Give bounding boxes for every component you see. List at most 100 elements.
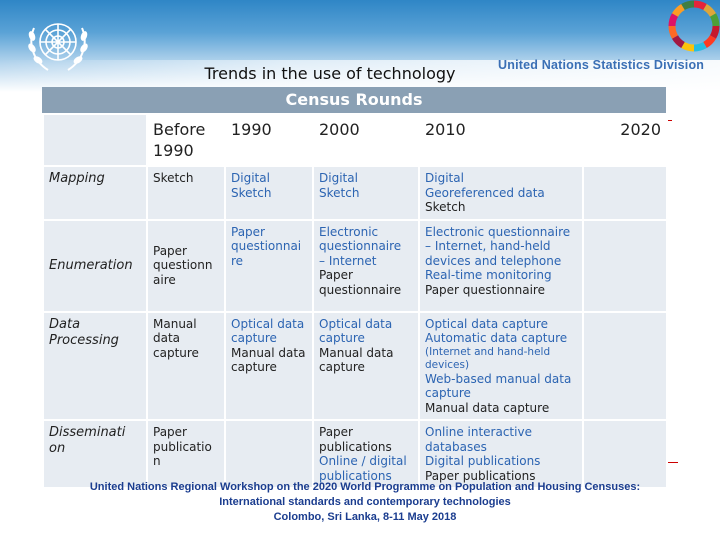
cell-line: Paper xyxy=(231,224,265,239)
table-cell xyxy=(582,310,668,421)
cell-line: Georeferenced data xyxy=(425,185,545,200)
cell-line: questionn xyxy=(153,258,213,273)
cell-line: capture xyxy=(319,360,365,374)
cell-line: n xyxy=(153,454,161,468)
table-cell: Sketch xyxy=(146,165,226,221)
cell-line: capture xyxy=(231,360,277,374)
cell-line: Manual data capture xyxy=(425,400,550,415)
cell-line: capture xyxy=(425,386,471,400)
un-emblem-icon xyxy=(28,23,88,71)
table-cell: Paper publications Online / digital publica… xyxy=(312,419,420,489)
cell-line: databases xyxy=(425,439,487,454)
column-header: 2010 xyxy=(418,113,584,167)
cell-line: Paper xyxy=(153,243,187,258)
cell-line: capture xyxy=(231,331,277,345)
table-cell: Optical data capture Manual data capture xyxy=(224,310,314,421)
census-rounds-bar: Census Rounds xyxy=(42,87,666,113)
cell-line: devices and telephone xyxy=(425,253,562,268)
cell-line: Online interactive xyxy=(425,425,532,439)
cell-line: – Internet, hand-held xyxy=(425,239,551,253)
row-label: Data Processing xyxy=(42,310,148,421)
cell-line: Paper xyxy=(153,425,187,439)
column-header xyxy=(42,113,148,167)
row-label: Mapping xyxy=(42,165,148,221)
cell-line: Optical data capture xyxy=(425,316,548,331)
cell-line: questionnaire xyxy=(319,239,402,253)
footer-line-2: International standards and contemporary… xyxy=(219,496,511,508)
cell-line: Digital xyxy=(319,171,358,185)
cell-line: Manual xyxy=(153,316,197,331)
decor-red-tick xyxy=(666,462,678,463)
cell-line: Digital xyxy=(231,171,270,185)
page-title: Trends in the use of technology xyxy=(204,64,456,83)
cell-line: questionnai xyxy=(231,239,302,253)
cell-line: Paper questionnaire xyxy=(425,282,545,297)
cell-line: Paper xyxy=(319,268,353,282)
cell-line: Digital publications xyxy=(425,454,541,468)
cell-line: Optical data xyxy=(231,316,305,331)
row-label: Disseminati on xyxy=(42,419,148,489)
column-header: 1990 xyxy=(224,113,314,167)
table-row: Data Processing Manual data capture Optical … xyxy=(42,310,668,421)
table-cell: Optical data capture Manual data capture xyxy=(312,310,420,421)
column-header: 2020 xyxy=(582,113,668,167)
cell-line: Paper publications xyxy=(425,468,536,483)
table-cell: Optical data capture Automatic data captu… xyxy=(418,310,584,421)
cell-line: (Internet and hand-held xyxy=(425,345,551,358)
footer-line-1: United Nations Regional Workshop on the … xyxy=(89,481,641,493)
table-cell: Electronic questionnaire – Internet Paper qu… xyxy=(312,218,420,313)
table-cell: Manual data capture xyxy=(146,310,226,421)
column-header: Before 1990 xyxy=(146,113,226,167)
cell-line: Electronic xyxy=(319,224,379,239)
cell-line: re xyxy=(231,253,244,268)
sdg-wheel-icon xyxy=(668,0,720,52)
table-cell xyxy=(582,419,668,489)
table-cell xyxy=(224,419,314,489)
table-cell xyxy=(582,218,668,313)
cell-line: data xyxy=(153,331,181,345)
cell-line: Electronic questionnaire xyxy=(425,224,571,239)
cell-line: devices) xyxy=(425,358,470,371)
cell-line: Sketch xyxy=(425,200,466,214)
table-row: Mapping Sketch Digital Sketch Digital Sketch D… xyxy=(42,165,668,221)
cell-line: Sketch xyxy=(319,185,360,200)
cell-line: Paper xyxy=(319,425,353,439)
cell-line: questionnaire xyxy=(319,282,402,297)
table-cell: Digital Sketch xyxy=(312,165,420,221)
cell-line: capture xyxy=(319,331,365,345)
table-cell: Digital Sketch xyxy=(224,165,314,221)
table-row: Enumeration Paper questionn aire Paper questi… xyxy=(42,218,668,313)
table-cell: Electronic questionnaire – Internet, hand… xyxy=(418,218,584,313)
division-logo-text: United Nations Statistics Division xyxy=(498,58,705,72)
cell-line: Sketch xyxy=(153,171,194,185)
footer: United Nations Regional Workshop on the … xyxy=(0,480,720,525)
cell-line: publications xyxy=(319,468,392,483)
cell-line: Web-based manual data xyxy=(425,371,572,386)
cell-line: publications xyxy=(319,439,392,454)
cell-line: aire xyxy=(153,272,176,287)
cell-line: – Internet xyxy=(319,253,377,268)
footer-line-3: Colombo, Sri Lanka, 8-11 May 2018 xyxy=(273,511,457,523)
cell-line: Sketch xyxy=(231,185,272,200)
decor-red-tick xyxy=(666,120,672,121)
table-cell: Paper publicatio n xyxy=(146,419,226,489)
cell-line: Manual data xyxy=(231,345,306,360)
table-cell xyxy=(582,165,668,221)
column-header: 2000 xyxy=(312,113,420,167)
cell-line: capture xyxy=(153,345,199,360)
cell-line: Real-time monitoring xyxy=(425,268,552,282)
table-cell: Digital Georeferenced data Sketch xyxy=(418,165,584,221)
cell-line: publicatio xyxy=(153,439,212,454)
cell-line: Digital xyxy=(425,171,464,185)
row-label: Enumeration xyxy=(42,218,148,313)
cell-line: Manual data xyxy=(319,345,394,360)
cell-line: Online / digital xyxy=(319,454,407,468)
cell-line: Automatic data capture xyxy=(425,331,568,345)
table-header-row: Before 1990 1990 2000 2010 2020 xyxy=(42,113,668,167)
table-cell: Online interactive databases Digital publi… xyxy=(418,419,584,489)
table-row: Disseminati on Paper publicatio n Paper publi… xyxy=(42,419,668,489)
cell-line: Optical data xyxy=(319,316,393,331)
technology-table: Before 1990 1990 2000 2010 2020 Mapping Sketch… xyxy=(42,113,668,489)
